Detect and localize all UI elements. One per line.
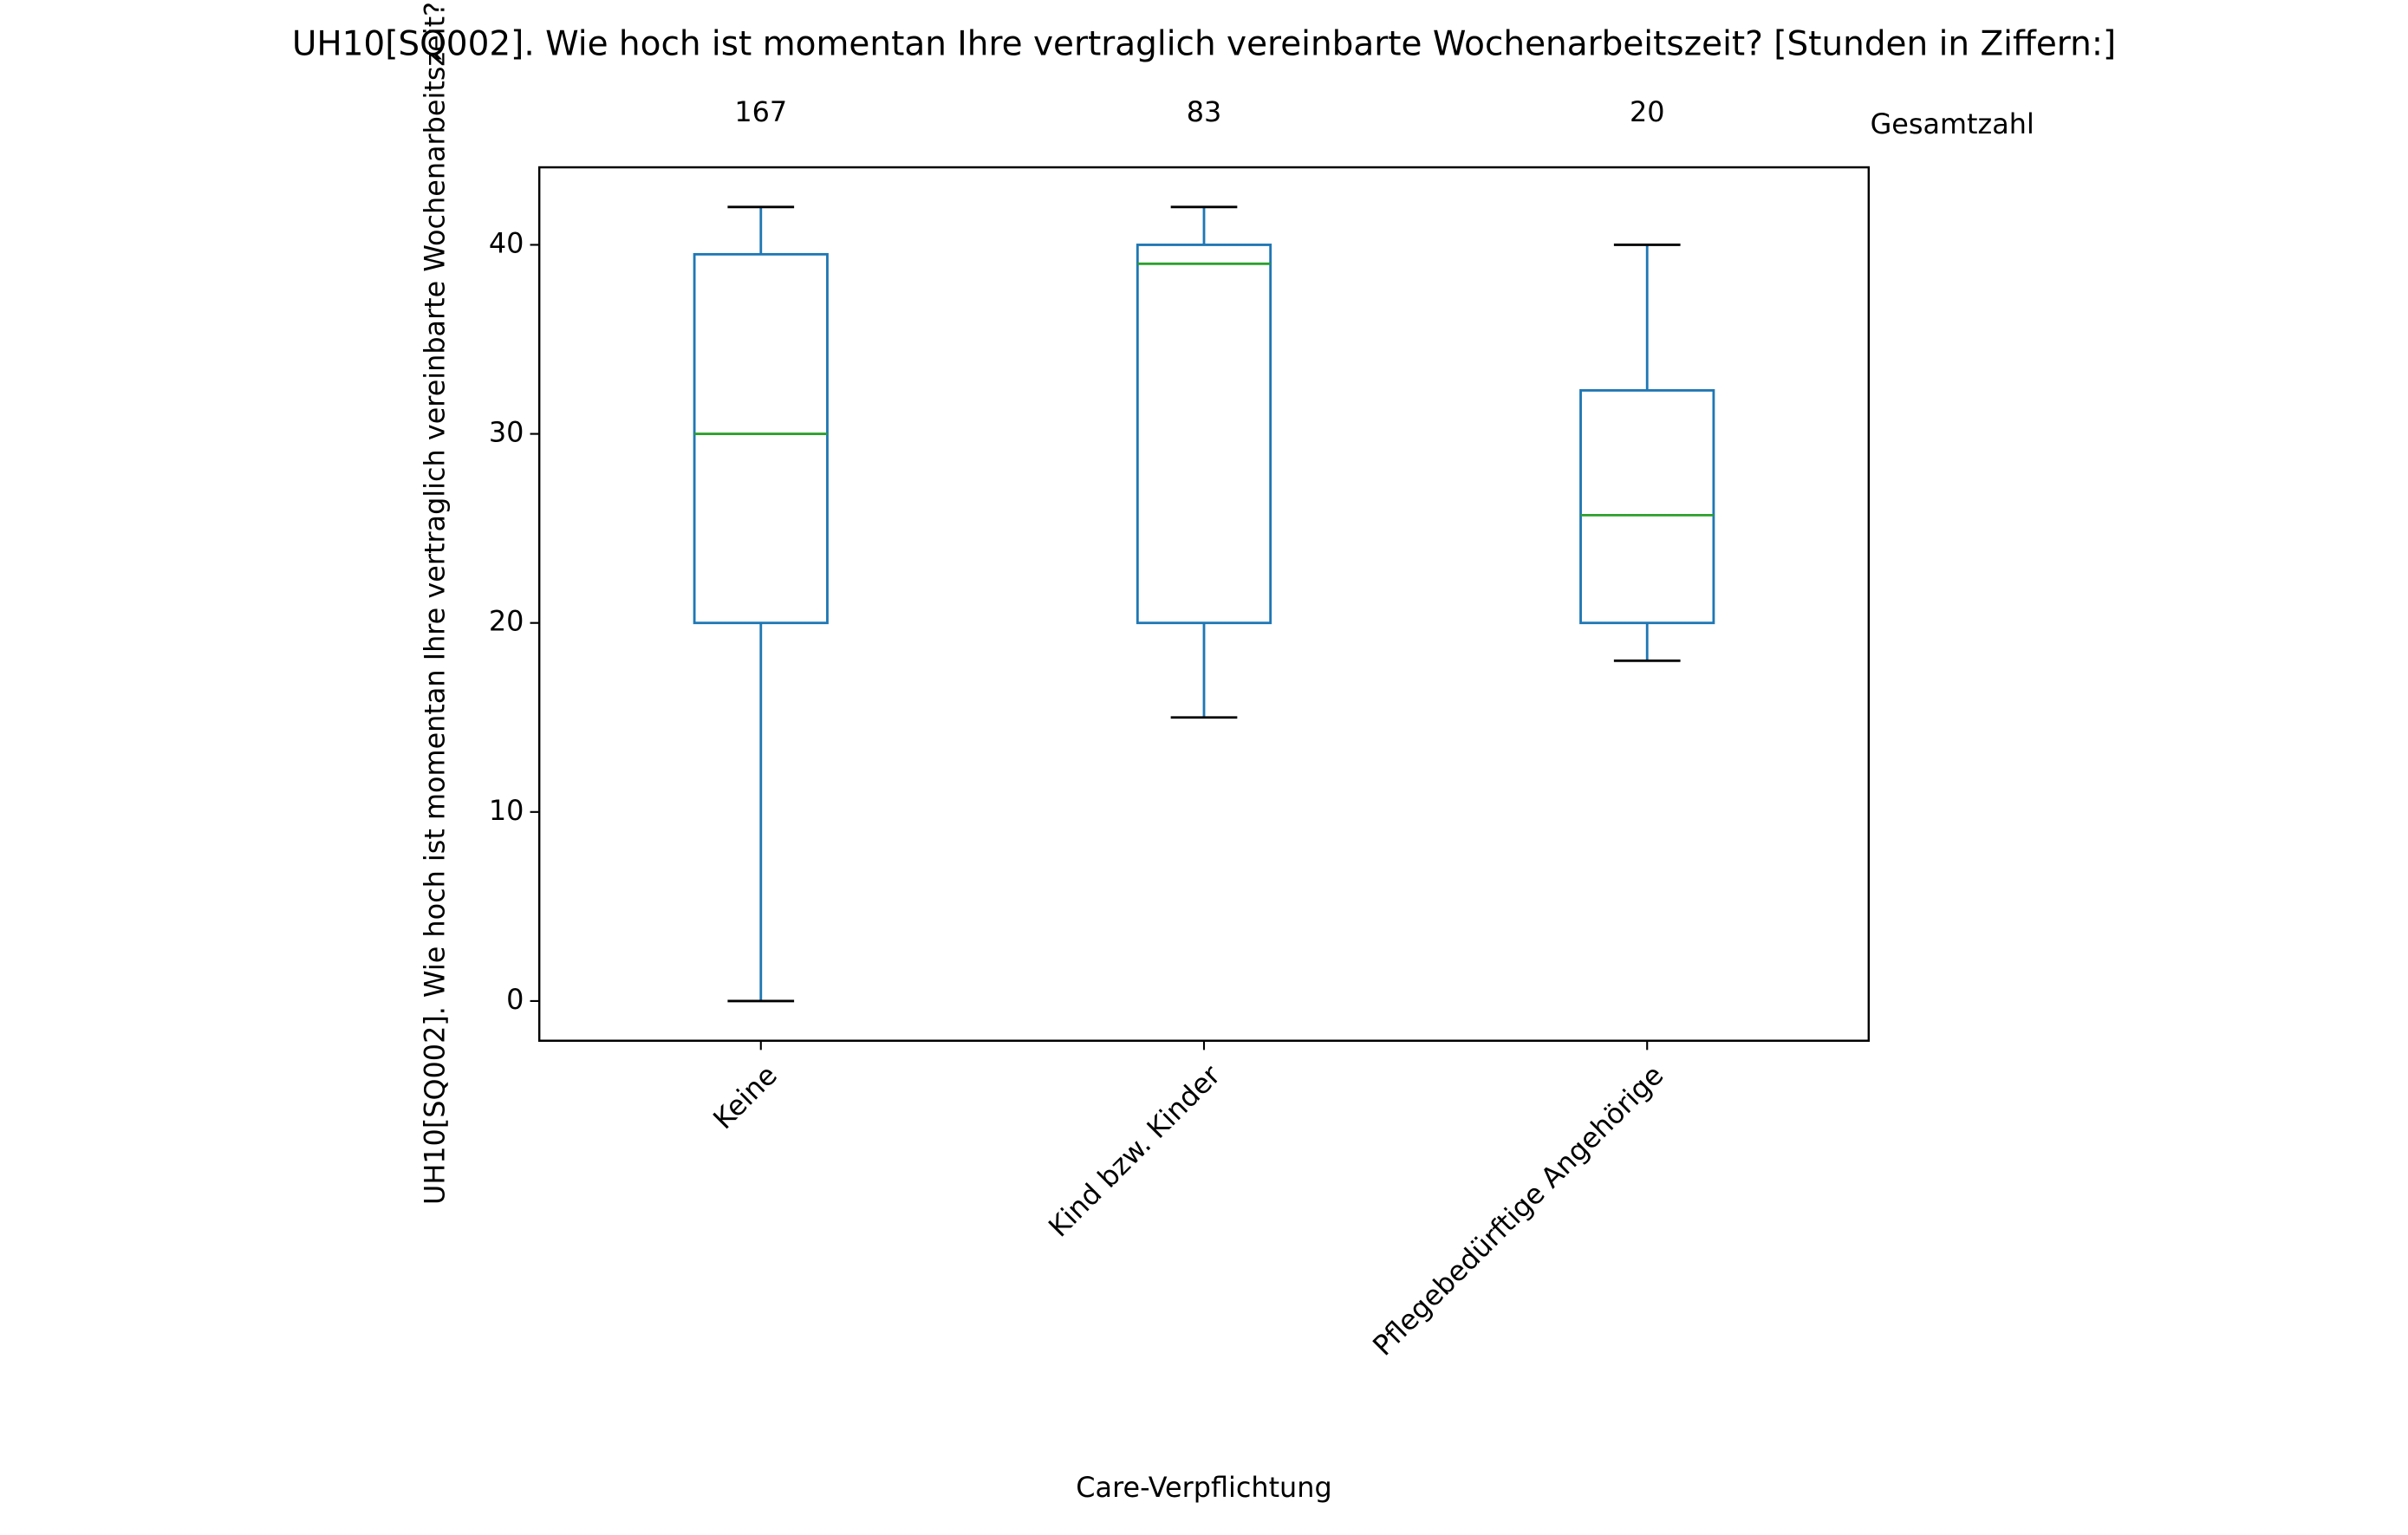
y-axis-label: UH10[SQ002]. Wie hoch ist momentan Ihre … — [419, 2, 452, 1205]
count-label: 83 — [1187, 95, 1222, 128]
count-label: 167 — [734, 95, 787, 128]
count-label: 20 — [1630, 95, 1665, 128]
y-tick-label: 20 — [489, 605, 524, 638]
box — [1579, 388, 1715, 625]
chart-title: UH10[SQ002]. Wie hoch ist momentan Ihre … — [292, 25, 2116, 64]
y-tick-label: 30 — [489, 416, 524, 449]
box — [693, 252, 829, 625]
box — [1136, 244, 1272, 625]
y-tick-label: 0 — [506, 983, 524, 1016]
counts-label: Gesamtzahl — [1871, 107, 2034, 140]
y-tick-label: 40 — [489, 226, 524, 259]
x-axis-label: Care-Verpflichtung — [1076, 1471, 1331, 1504]
y-tick-label: 10 — [489, 794, 524, 827]
